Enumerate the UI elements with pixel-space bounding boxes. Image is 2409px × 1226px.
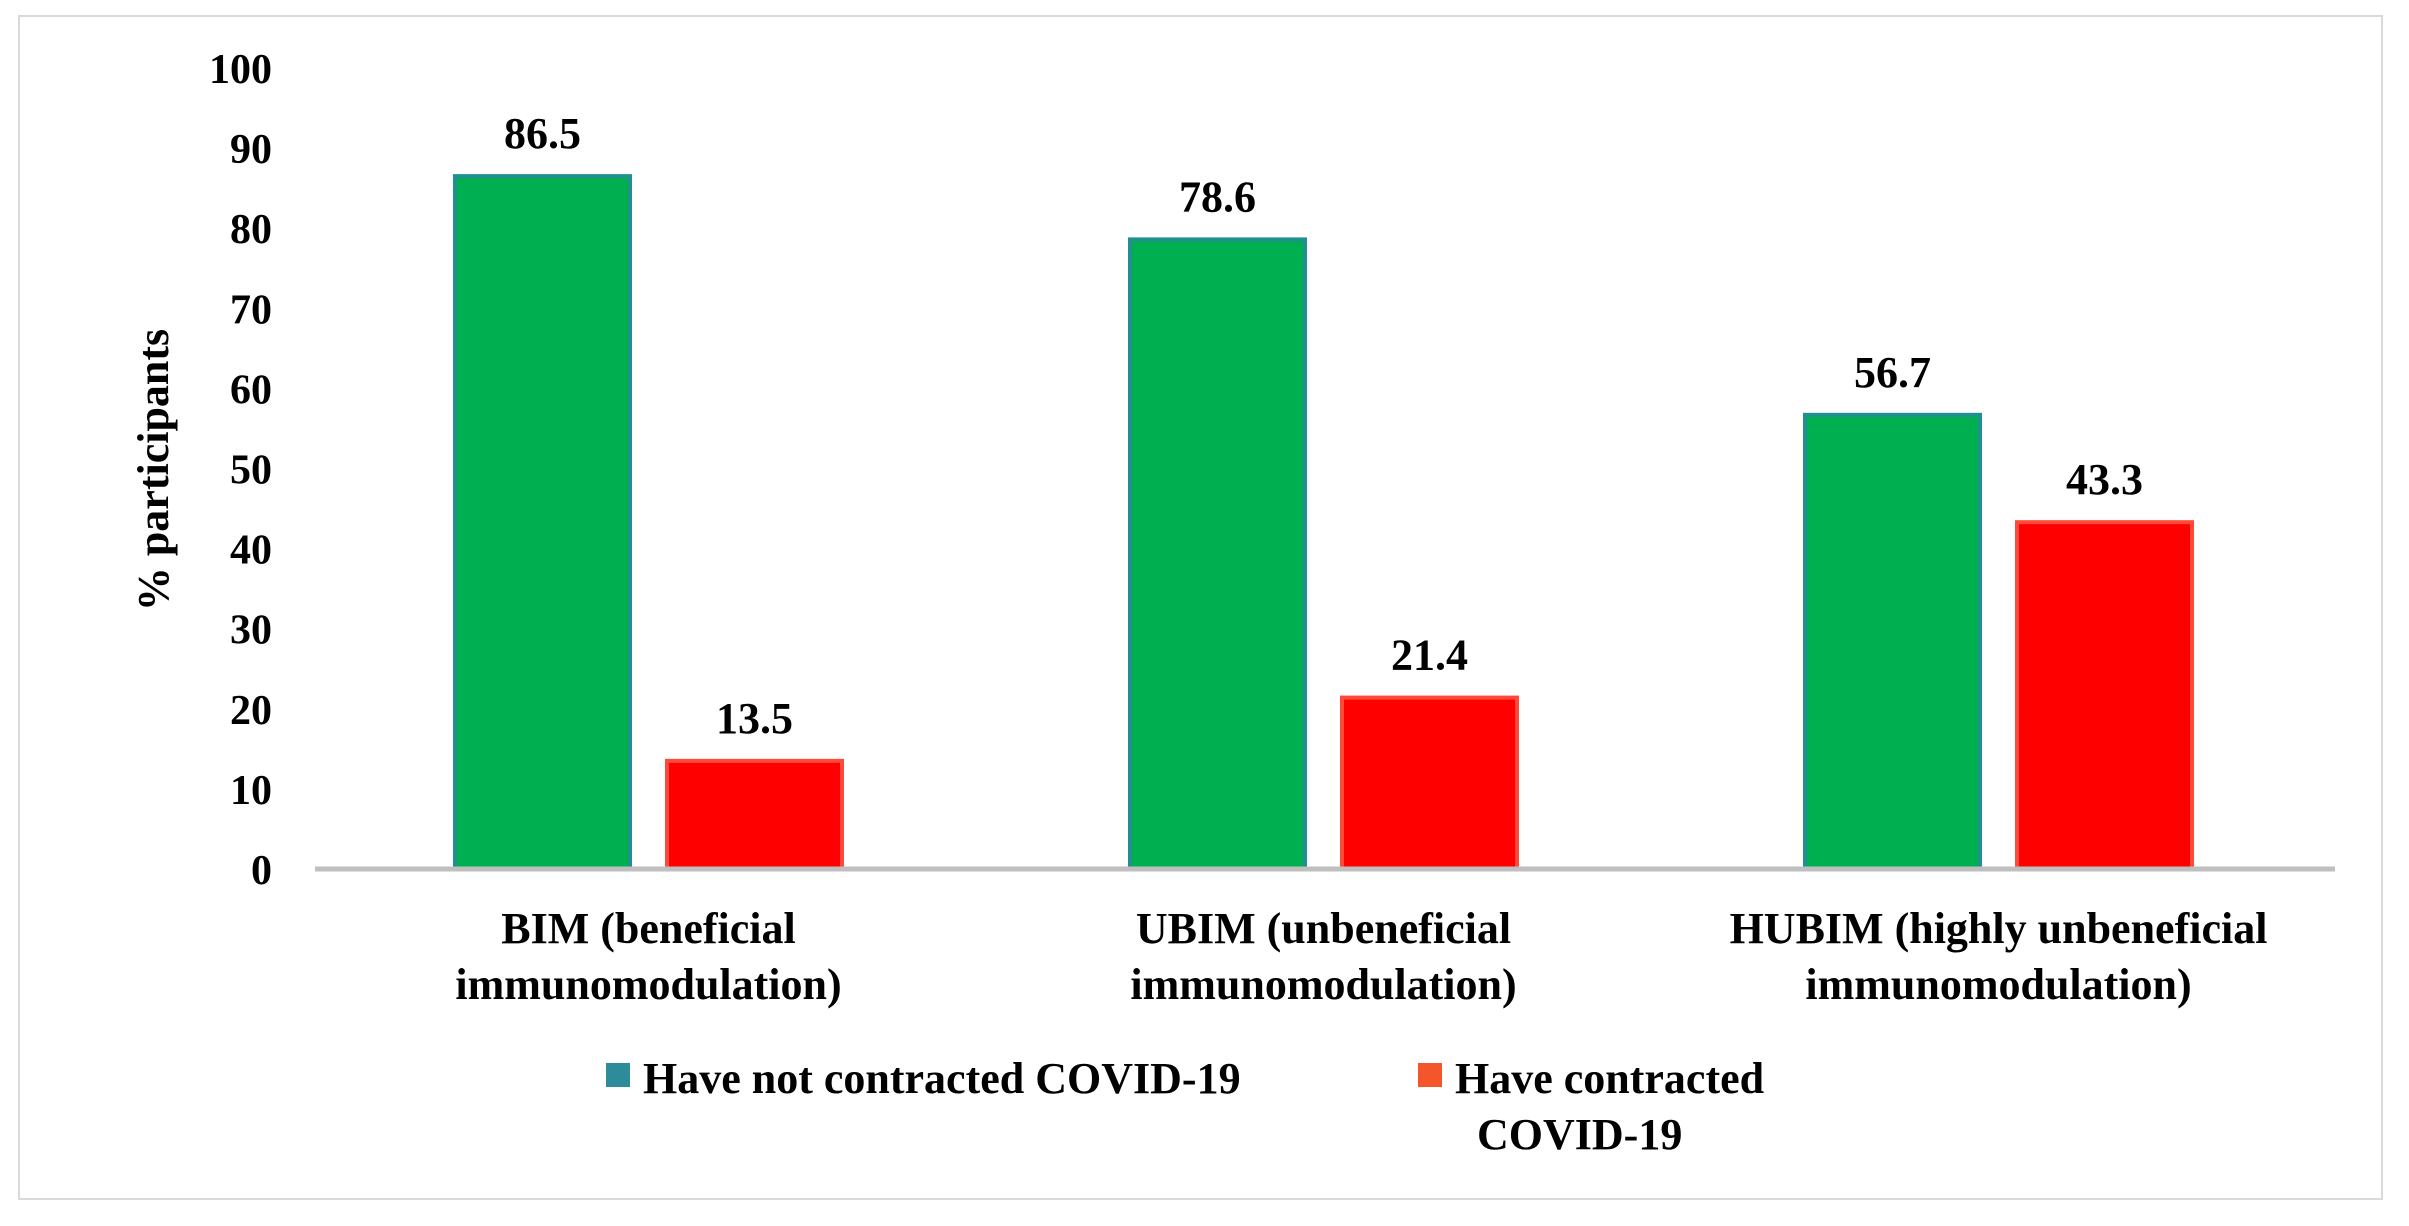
bar <box>665 758 844 871</box>
x-axis-category-labels: BIM (beneficial immunomodulation) UBIM (un… <box>455 904 2267 1009</box>
y-tick-label: 80 <box>230 207 272 253</box>
category-label: BIM (beneficial <box>501 904 796 953</box>
legend-label: Have not contracted COVID-19 <box>643 1054 1241 1103</box>
y-tick-label: 50 <box>230 448 272 494</box>
category-label: UBIM (unbeneficial <box>1136 904 1511 953</box>
y-tick-label: 30 <box>230 608 272 654</box>
y-tick-label: 10 <box>230 768 272 814</box>
legend: Have not contracted COVID-19 Have contrac… <box>606 1054 1764 1159</box>
y-tick-label: 60 <box>230 367 272 413</box>
legend-label: Have contracted <box>1455 1054 1764 1103</box>
y-tick-label: 0 <box>251 848 272 894</box>
category-label: immunomodulation) <box>1130 960 1516 1009</box>
y-tick-label: 40 <box>230 528 272 574</box>
bar <box>453 174 632 871</box>
data-label: 86.5 <box>504 109 581 158</box>
data-label: 56.7 <box>1854 348 1931 397</box>
bar <box>2015 520 2194 871</box>
legend-label: COVID-19 <box>1477 1110 1682 1159</box>
y-tick-label: 90 <box>230 127 272 173</box>
y-tick-label: 70 <box>230 287 272 333</box>
y-tick-label: 100 <box>209 47 272 93</box>
legend-swatch <box>606 1063 630 1087</box>
bar <box>1340 695 1519 871</box>
y-tick-label: 20 <box>230 688 272 734</box>
category-label: HUBIM (highly unbeneficial <box>1730 904 2268 953</box>
value-labels: 86.5 78.6 56.7 13.5 21.4 43.3 <box>504 109 2143 743</box>
category-label: immunomodulation) <box>455 960 841 1009</box>
bar <box>1803 412 1982 871</box>
category-label: immunomodulation) <box>1805 960 2191 1009</box>
data-label: 43.3 <box>2066 455 2143 504</box>
data-label: 78.6 <box>1179 172 1256 221</box>
y-axis-ticks: 0 10 20 30 40 50 60 70 80 90 100 <box>209 47 272 894</box>
y-axis-title: % participants <box>129 329 178 611</box>
bars <box>453 174 2194 871</box>
data-label: 21.4 <box>1391 631 1468 680</box>
bar <box>1128 237 1307 871</box>
data-label: 13.5 <box>716 694 793 743</box>
legend-swatch <box>1418 1063 1442 1087</box>
